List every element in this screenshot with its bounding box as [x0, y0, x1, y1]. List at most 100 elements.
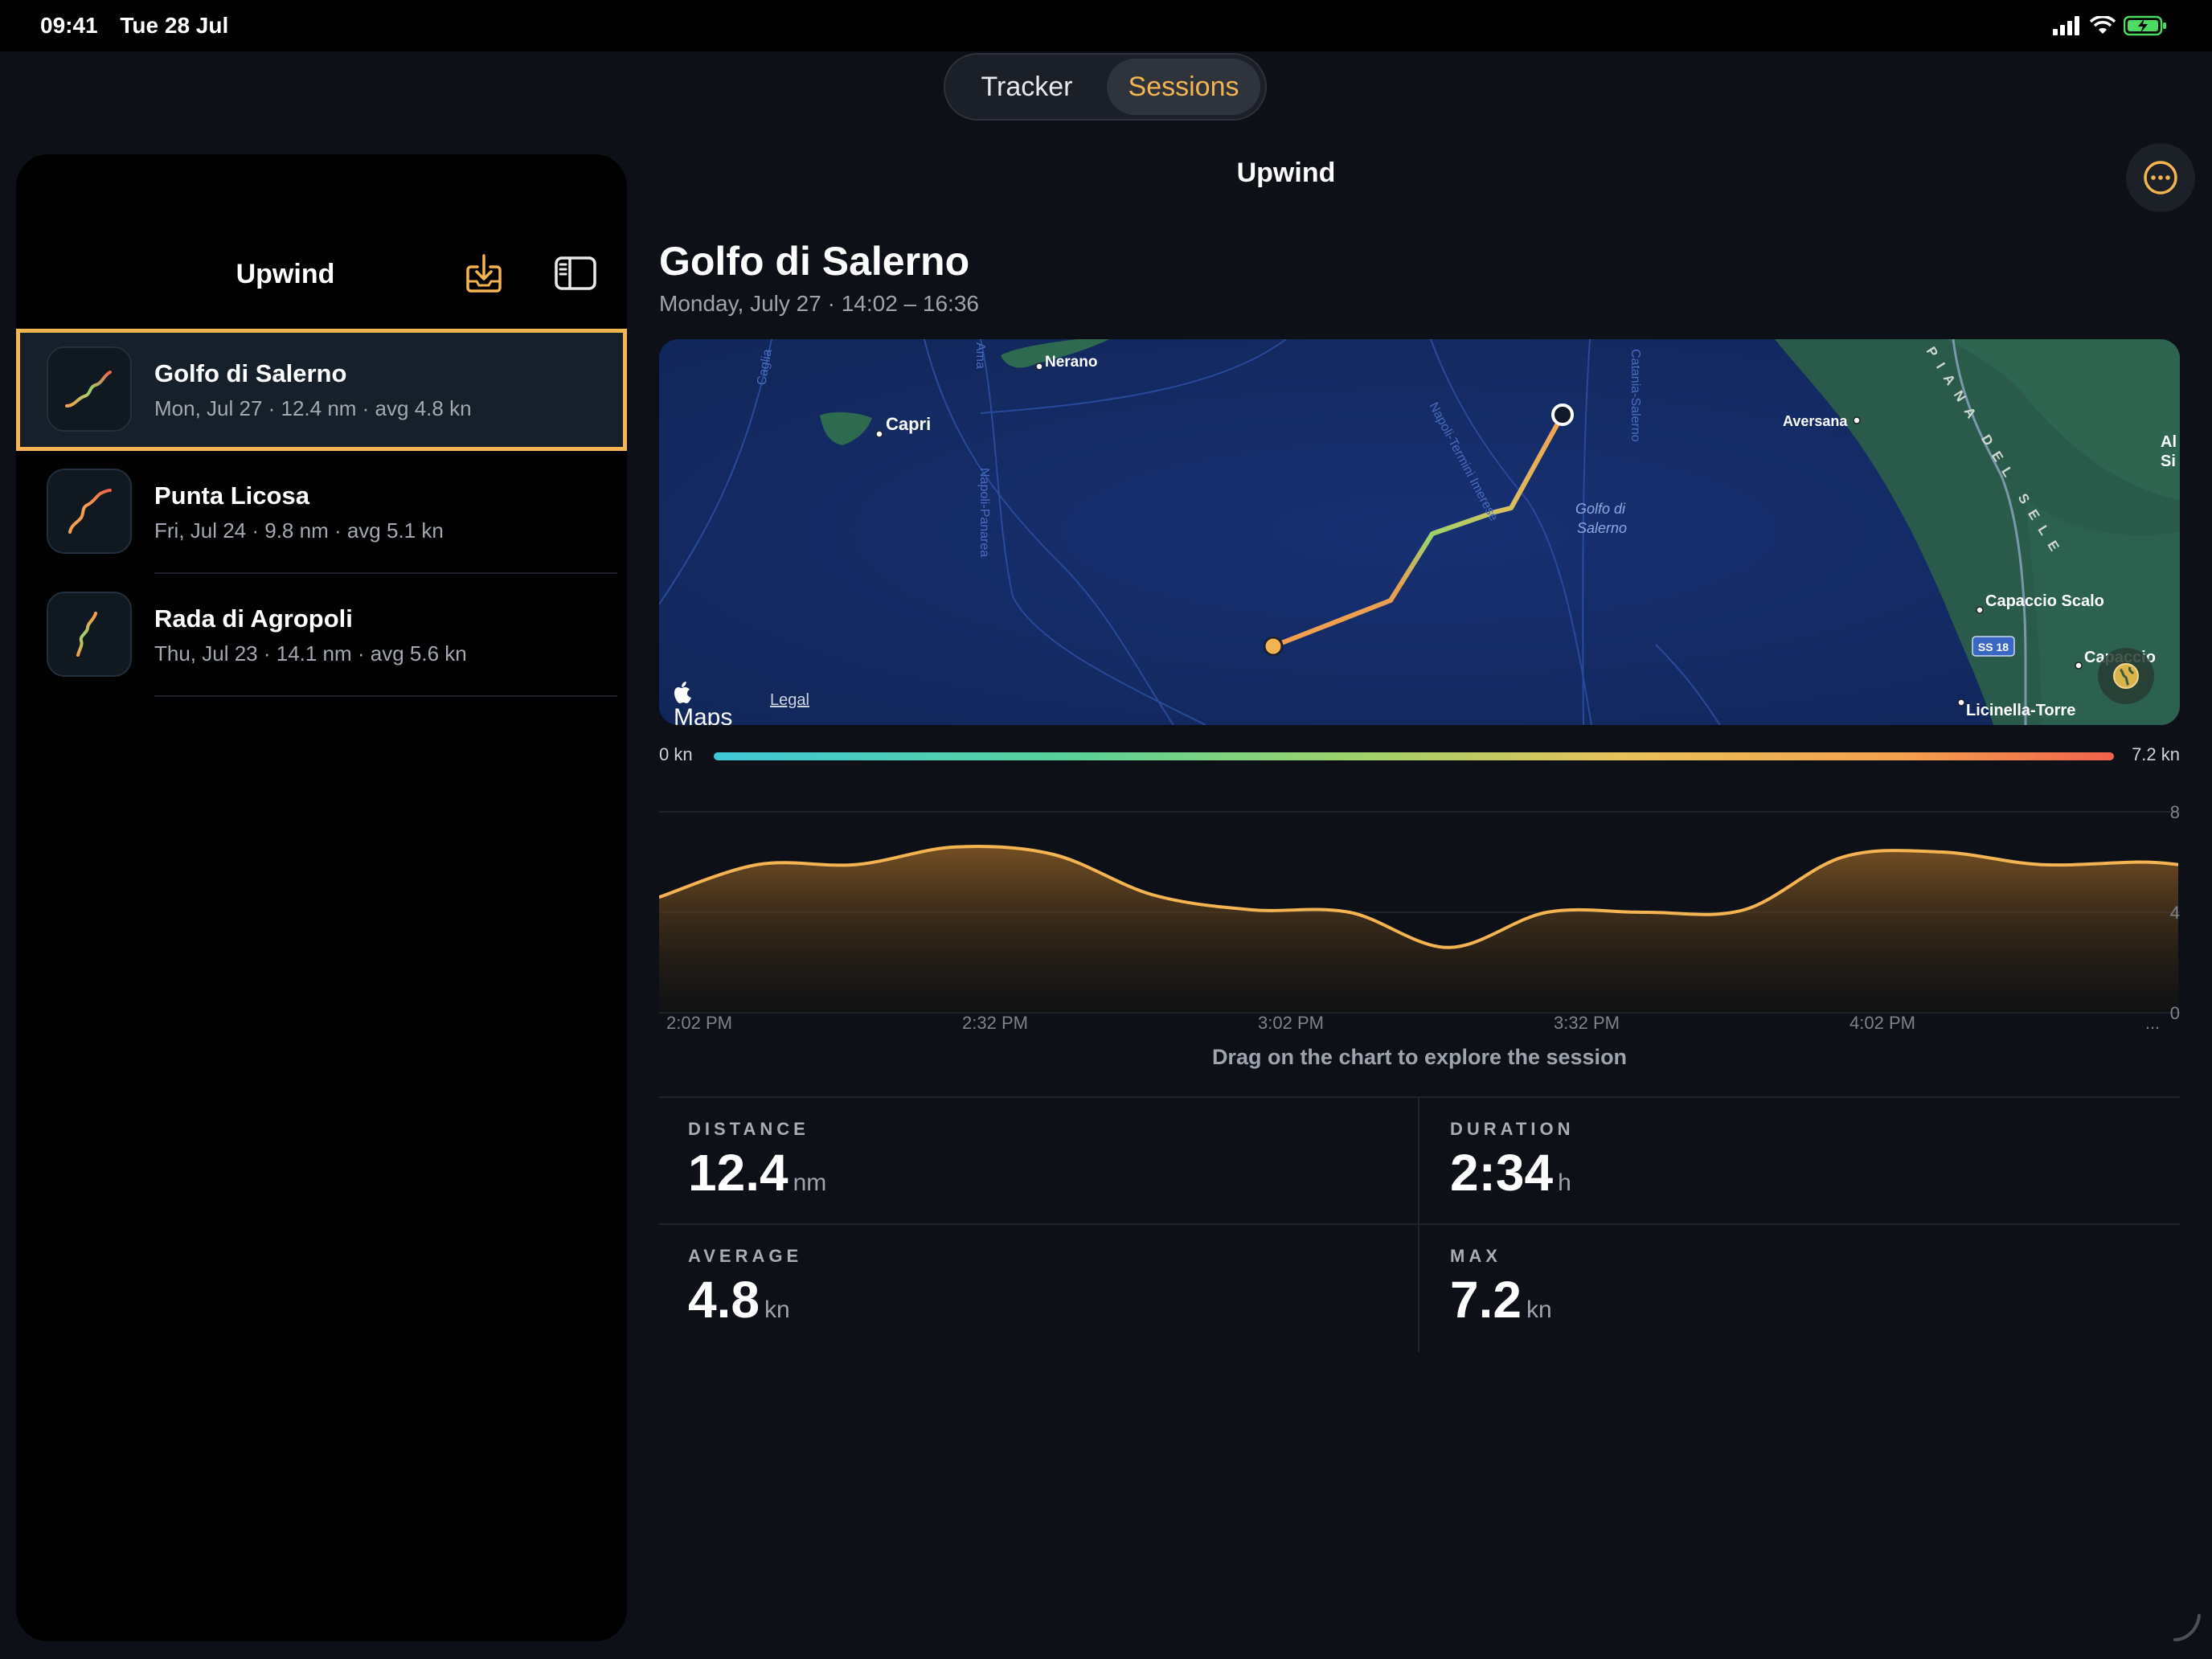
- session-name: Golfo di Salerno: [154, 359, 347, 387]
- status-bar-left: 09:41 Tue 28 Jul: [40, 13, 244, 39]
- x-tick-label: 4:02 PM: [1849, 1013, 1915, 1033]
- map-label-route-panarea: Napoli-Panarea: [977, 468, 991, 557]
- session-subtitle: Mon, Jul 27 · 12.4 nm · avg 4.8 kn: [154, 396, 472, 420]
- map-label-edge-al: Al: [2161, 433, 2177, 451]
- sidebar-title: Upwind: [236, 259, 335, 289]
- map-label-route-catania: Catania-Salerno: [1628, 349, 1642, 442]
- apple-logo-icon: [674, 682, 691, 703]
- session-row-rada-di-agropoli[interactable]: Rada di Agropoli Thu, Jul 23 · 14.1 nm ·…: [16, 574, 627, 696]
- maps-brand-text: Maps: [674, 704, 733, 725]
- stats-divider-vertical: [1418, 1098, 1419, 1352]
- stats-divider-top: [659, 1096, 2180, 1098]
- session-row-golfo-di-salerno[interactable]: Golfo di Salerno Mon, Jul 27 · 12.4 nm ·…: [16, 329, 627, 451]
- sorrento-coast: [1001, 339, 1109, 368]
- stat-value: 4.8: [688, 1271, 760, 1329]
- road-shield: [1972, 636, 2015, 657]
- session-subtitle: Fri, Jul 24 · 9.8 nm · avg 5.1 kn: [154, 518, 444, 543]
- sidebar: Upwind Golfo di Salerno Mon, Jul 27 · 12…: [16, 154, 627, 1641]
- status-bar: 09:41 Tue 28 Jul: [0, 0, 2212, 51]
- map-label-route-ama: Ama: [973, 342, 987, 369]
- more-options-button[interactable]: [2126, 143, 2195, 212]
- session-map[interactable]: Capri Nerano Aversana Golfo di Salerno C…: [659, 339, 2180, 725]
- map-label-nerano: Nerano: [1045, 354, 1097, 371]
- status-time: 09:41: [40, 13, 98, 38]
- ellipsis-circle-icon: [2144, 161, 2177, 195]
- x-tick-label: ...: [2145, 1013, 2160, 1033]
- session-time-range: Monday, July 27 · 14:02 – 16:36: [659, 291, 979, 316]
- stat-value: 2:34: [1450, 1144, 1554, 1202]
- track-squiggle-icon: [65, 371, 112, 408]
- tab-tracker[interactable]: Tracker: [981, 71, 1073, 102]
- sidebar-toggle-icon: [555, 256, 596, 290]
- session-name: Rada di Agropoli: [154, 604, 353, 633]
- stat-label: DURATION: [1450, 1119, 1575, 1139]
- apple-maps-attribution: Maps: [674, 682, 732, 725]
- globe-icon: [2113, 663, 2139, 689]
- stat-max: MAX 7.2 kn: [1450, 1246, 1552, 1329]
- speed-chart[interactable]: 2:02 PM 2:32 PM 3:02 PM 3:32 PM 4:02 PM... 8…: [658, 788, 2194, 1053]
- row-divider: [154, 695, 617, 697]
- stat-value: 12.4: [688, 1144, 789, 1202]
- track-start-marker: [1263, 636, 1284, 657]
- stat-distance: DISTANCE 12.4 nm: [688, 1119, 826, 1202]
- scale-min-label: 0 kn: [659, 744, 693, 764]
- map-legal-link[interactable]: Legal: [770, 691, 809, 709]
- track-squiggle-icon: [68, 489, 112, 534]
- stat-unit: h: [1558, 1169, 1571, 1196]
- page-title: Golfo di Salerno: [659, 239, 970, 284]
- map-label-capri: Capri: [886, 414, 931, 434]
- speed-area: [659, 846, 2178, 1013]
- map-globe-button[interactable]: [2098, 648, 2154, 704]
- scale-max-label: 7.2 kn: [2132, 744, 2180, 764]
- stat-average: AVERAGE 4.8 kn: [688, 1246, 802, 1329]
- map-label-edge-si: Si: [2161, 453, 2176, 470]
- tab-sessions[interactable]: Sessions: [1107, 59, 1260, 115]
- stat-label: MAX: [1450, 1246, 1501, 1266]
- y-tick-label: 0: [2170, 1003, 2180, 1023]
- speed-color-scale: 0 kn 7.2 kn: [659, 744, 2180, 768]
- ferry-routes: [659, 339, 1721, 725]
- session-track-thumbnail: [47, 346, 132, 432]
- map-label-aversana: Aversana: [1783, 413, 1848, 429]
- session-subtitle: Thu, Jul 23 · 14.1 nm · avg 5.6 kn: [154, 641, 467, 666]
- stat-label: DISTANCE: [688, 1119, 809, 1139]
- session-row-punta-licosa[interactable]: Punta Licosa Fri, Jul 24 · 9.8 nm · avg …: [16, 451, 627, 573]
- resize-grip-icon: [2173, 1614, 2201, 1641]
- cellular-signal-icon: [2053, 16, 2079, 35]
- map-label-licinella: Licinella-Torre: [1966, 702, 2075, 719]
- map-canvas: Capri Nerano Aversana Golfo di Salerno C…: [659, 339, 2180, 725]
- track-end-marker: [1551, 403, 1574, 426]
- session-track-thumbnail: [47, 592, 132, 677]
- tray-download-icon: [466, 254, 502, 293]
- map-label-gulf-2: Salerno: [1577, 520, 1627, 536]
- y-tick-label: 8: [2170, 802, 2180, 822]
- speed-chart-svg: 2:02 PM 2:32 PM 3:02 PM 3:32 PM 4:02 PM... 8…: [658, 802, 2180, 1033]
- stat-unit: nm: [793, 1169, 827, 1196]
- stats-divider-middle: [659, 1223, 2180, 1225]
- x-tick-label: 2:02 PM: [666, 1013, 732, 1033]
- stat-value: 7.2: [1450, 1271, 1522, 1329]
- session-track-line: [1271, 412, 1565, 649]
- map-label-capaccio-scalo: Capaccio Scalo: [1985, 592, 2104, 610]
- detail-nav-title: Upwind: [1236, 158, 1336, 188]
- status-icons: [2053, 15, 2167, 36]
- x-tick-label: 3:32 PM: [1554, 1013, 1620, 1033]
- stat-unit: kn: [764, 1296, 790, 1323]
- stat-label: AVERAGE: [688, 1246, 803, 1266]
- session-track-thumbnail: [47, 469, 132, 554]
- map-label-ss18: SS 18: [1978, 641, 2009, 653]
- chart-hint: Drag on the chart to explore the session: [1211, 1045, 1628, 1069]
- view-switcher: Tracker Sessions: [944, 53, 1267, 121]
- y-tick-label: 4: [2170, 903, 2180, 923]
- row-divider: [154, 572, 617, 574]
- import-button[interactable]: [461, 251, 506, 296]
- x-tick-label: 3:02 PM: [1258, 1013, 1324, 1033]
- stat-duration: DURATION 2:34 h: [1450, 1119, 1574, 1202]
- wifi-icon: [2090, 16, 2116, 34]
- track-squiggle-icon: [76, 612, 97, 657]
- speed-gradient-bar: [714, 752, 2114, 760]
- x-tick-label: 2:32 PM: [962, 1013, 1028, 1033]
- sidebar-toggle-button[interactable]: [553, 251, 598, 296]
- status-date: Tue 28 Jul: [120, 13, 229, 38]
- map-label-gulf-1: Golfo di: [1575, 501, 1626, 517]
